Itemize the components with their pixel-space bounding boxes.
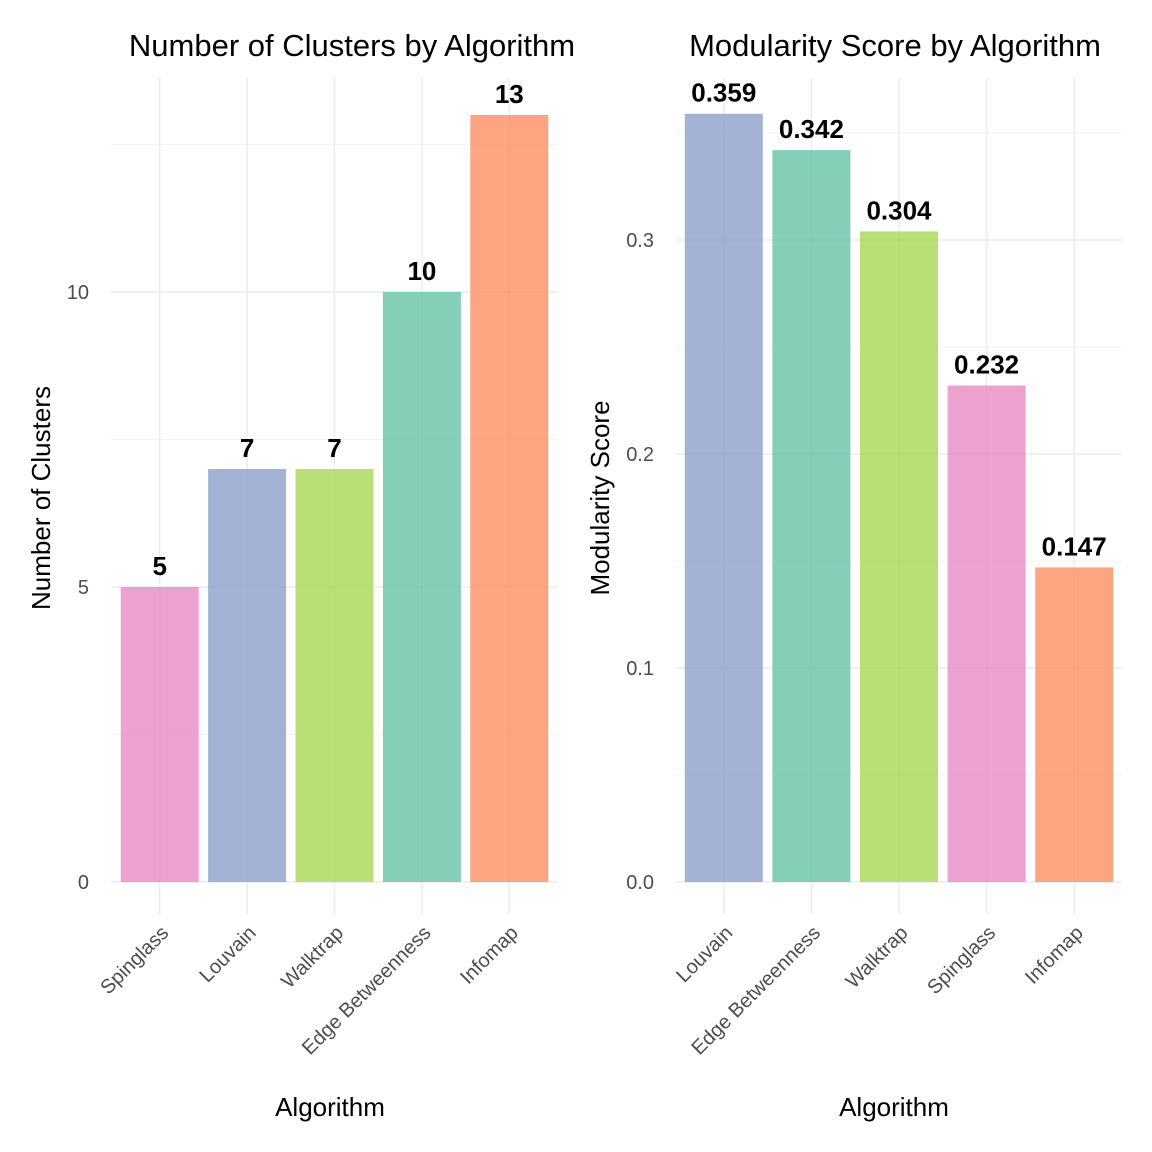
clusters-bar bbox=[120, 587, 199, 882]
modularity-data-label: 0.342 bbox=[779, 114, 844, 144]
modularity-bar bbox=[684, 113, 763, 883]
clusters-data-label: 13 bbox=[495, 79, 524, 109]
modularity-ytick-label: 0.0 bbox=[626, 872, 654, 894]
clusters-chart-title: Number of Clusters by Algorithm bbox=[129, 28, 575, 63]
modularity-data-label: 0.232 bbox=[954, 350, 1019, 380]
clusters-data-label: 5 bbox=[152, 551, 166, 581]
clusters-xtick-label: Louvain bbox=[196, 922, 261, 987]
modularity-data-label: 0.304 bbox=[866, 195, 932, 225]
modularity-bar bbox=[860, 231, 938, 882]
modularity-ytick-label: 0.1 bbox=[626, 658, 654, 680]
modularity-x-axis-title: Algorithm bbox=[839, 1092, 949, 1122]
modularity-chart-title: Modularity Score by Algorithm bbox=[689, 28, 1101, 63]
modularity-ytick-label: 0.2 bbox=[626, 444, 654, 466]
modularity-bar bbox=[1035, 567, 1114, 882]
modularity-y-axis-title: Modularity Score bbox=[585, 400, 615, 595]
modularity-xtick-label: Spinglass bbox=[923, 922, 1000, 999]
modularity-bar bbox=[947, 385, 1026, 882]
clusters-bar bbox=[208, 469, 287, 882]
clusters-bar bbox=[295, 469, 374, 882]
modularity-xtick-label: Infomap bbox=[1021, 922, 1088, 989]
clusters-xtick-label: Walktrap bbox=[277, 922, 348, 993]
clusters-ytick-label: 5 bbox=[78, 577, 89, 599]
clusters-y-axis-title: Number of Clusters bbox=[26, 386, 56, 610]
clusters-x-axis-title: Algorithm bbox=[275, 1092, 385, 1122]
clusters-xtick-label: Spinglass bbox=[96, 922, 173, 999]
clusters-ytick-label: 10 bbox=[67, 282, 89, 304]
modularity-xtick-label: Louvain bbox=[672, 922, 737, 987]
clusters-bar bbox=[382, 292, 461, 882]
clusters-xtick-label: Infomap bbox=[456, 922, 523, 989]
clusters-ytick-label: 0 bbox=[78, 872, 89, 894]
clusters-data-label: 7 bbox=[327, 433, 341, 463]
clusters-data-label: 7 bbox=[240, 433, 254, 463]
clusters-data-label: 10 bbox=[407, 256, 436, 286]
clusters-bar bbox=[470, 115, 549, 882]
modularity-bar bbox=[772, 150, 851, 882]
modularity-data-label: 0.147 bbox=[1042, 531, 1107, 561]
modularity-data-label: 0.359 bbox=[691, 78, 756, 108]
modularity-xtick-label: Walktrap bbox=[842, 922, 913, 993]
modularity-ytick-label: 0.3 bbox=[626, 230, 654, 252]
